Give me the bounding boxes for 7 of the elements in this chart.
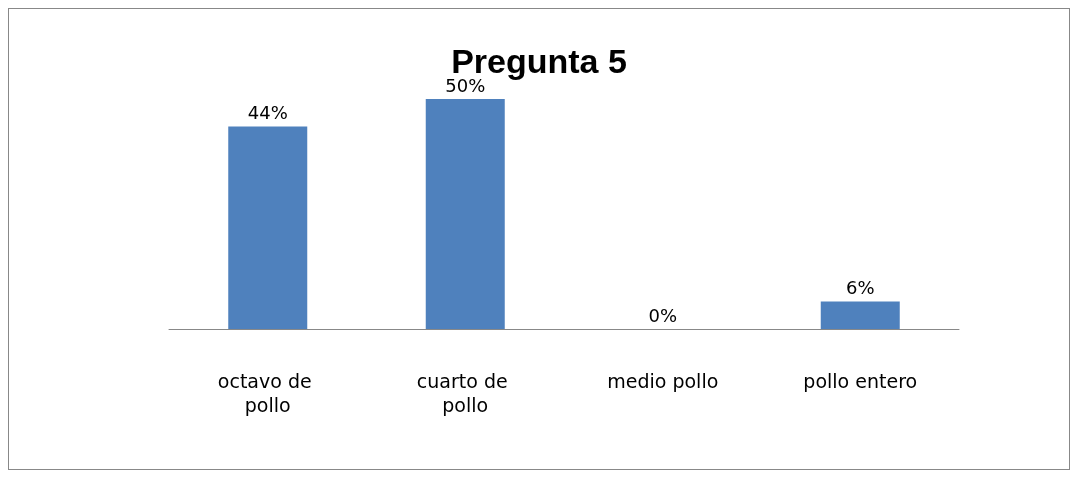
data-label: 44% <box>247 102 288 124</box>
x-tick-label: medio pollo <box>607 370 719 392</box>
x-tick-label: cuarto de pollo <box>416 370 514 416</box>
data-label: 6% <box>845 276 875 298</box>
data-label: 0% <box>648 304 678 326</box>
x-tick-label: octavo de pollo <box>217 370 318 416</box>
x-tick-label: pollo entero <box>803 370 918 392</box>
